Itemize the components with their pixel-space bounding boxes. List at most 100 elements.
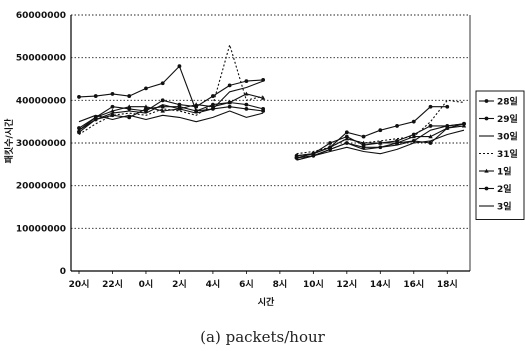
data-point <box>244 106 249 111</box>
data-point <box>445 104 450 109</box>
series-line <box>78 101 264 133</box>
y-tick-label: 40000000 <box>16 96 66 106</box>
x-tick-label: 12시 <box>336 279 357 290</box>
data-point <box>344 130 349 135</box>
data-point <box>378 145 383 150</box>
legend-label: 31일 <box>497 148 518 160</box>
x-tick-label: 2시 <box>172 279 187 290</box>
data-point <box>244 91 249 96</box>
data-point <box>484 116 489 121</box>
data-point <box>328 147 332 152</box>
data-point <box>93 117 98 122</box>
data-point <box>328 141 332 145</box>
legend-item: 3일 <box>479 201 512 213</box>
data-point <box>77 95 81 99</box>
data-point <box>160 104 165 109</box>
legend-label: 29일 <box>497 113 518 125</box>
y-tick-label: 50000000 <box>16 54 66 64</box>
data-point <box>211 102 215 107</box>
x-tick-label: 4시 <box>206 279 221 290</box>
x-tick-label: 20시 <box>69 279 90 290</box>
x-tick-label: 14시 <box>370 279 391 290</box>
data-point <box>244 102 249 107</box>
data-point <box>484 186 489 191</box>
data-point <box>361 140 366 145</box>
series-line <box>296 99 465 155</box>
data-point <box>244 79 249 84</box>
data-point <box>227 104 232 109</box>
data-point <box>462 121 466 126</box>
x-axis-title: 시간 <box>258 296 275 308</box>
legend-item: 31일 <box>479 148 518 160</box>
data-point <box>395 124 399 128</box>
x-tick-label: 22시 <box>102 279 123 290</box>
x-tick-label: 18시 <box>437 279 458 290</box>
data-point <box>260 95 266 100</box>
axes <box>70 15 471 274</box>
data-point <box>484 99 489 103</box>
y-tick-label: 30000000 <box>16 139 66 149</box>
data-point <box>127 94 132 98</box>
x-tick-labels: 20시 22시 0시 2시 4시 6시 8시 10시 12시 14시 16시 18시 <box>69 279 458 290</box>
data-point <box>110 92 115 96</box>
grid-lines <box>71 14 470 229</box>
series-line <box>78 65 264 112</box>
x-tick-label: 6시 <box>239 279 254 290</box>
y-tick-label: 10000000 <box>16 224 66 234</box>
data-point <box>344 141 349 145</box>
data-point <box>411 119 416 124</box>
legend-label: 28일 <box>497 96 518 108</box>
data-point <box>227 100 232 105</box>
packets-per-hour-chart: 0 10000000 20000000 30000000 40000000 5000000… <box>3 11 525 308</box>
y-tick-label: 60000000 <box>16 11 66 21</box>
legend-item: 29일 <box>479 113 518 125</box>
series-line <box>78 80 264 131</box>
y-tick-label: 20000000 <box>16 182 66 192</box>
legend-label: 30일 <box>497 131 518 143</box>
data-point <box>428 134 433 139</box>
data-point <box>177 64 182 69</box>
data-point <box>177 104 182 109</box>
data-point <box>361 145 366 150</box>
x-tick-label: 16시 <box>403 279 424 290</box>
legend-item: 28일 <box>479 96 518 108</box>
legend: 28일 29일 30일 31일 1일 2일 3일 <box>475 90 525 220</box>
data-point <box>484 168 489 173</box>
data-point <box>428 141 433 145</box>
data-point <box>77 130 81 135</box>
series-5 <box>77 100 466 160</box>
legend-label: 2일 <box>497 183 512 195</box>
legend-item: 2일 <box>479 183 512 195</box>
y-tick-labels: 0 10000000 20000000 30000000 40000000 5000000… <box>16 11 66 277</box>
data-point <box>227 83 232 88</box>
legend-label: 3일 <box>497 201 512 213</box>
x-tick-label: 10시 <box>303 279 324 290</box>
legend-label: 1일 <box>497 166 512 178</box>
y-axis-title: 패킷수/시간 <box>3 118 15 163</box>
data-point <box>93 94 98 98</box>
data-point <box>110 104 115 109</box>
series-6 <box>78 110 465 161</box>
data-point <box>261 106 266 111</box>
data-point <box>110 113 115 118</box>
data-point <box>378 140 383 145</box>
data-point <box>344 136 350 141</box>
data-point <box>411 134 416 139</box>
data-point <box>361 134 366 139</box>
legend-item: 1일 <box>479 166 512 178</box>
data-point <box>160 81 165 86</box>
series-lines <box>76 44 467 161</box>
series-line <box>78 44 264 135</box>
legend-item: 30일 <box>479 131 518 143</box>
data-point <box>294 156 299 160</box>
data-point <box>127 115 132 120</box>
data-point <box>378 128 383 133</box>
data-point <box>127 104 132 109</box>
series-line <box>78 93 264 131</box>
figure-caption: (a) packets/hour <box>200 328 325 346</box>
data-point <box>110 108 115 113</box>
data-point <box>395 141 399 145</box>
data-point <box>193 102 199 107</box>
data-point <box>160 108 165 113</box>
data-point <box>428 104 433 109</box>
